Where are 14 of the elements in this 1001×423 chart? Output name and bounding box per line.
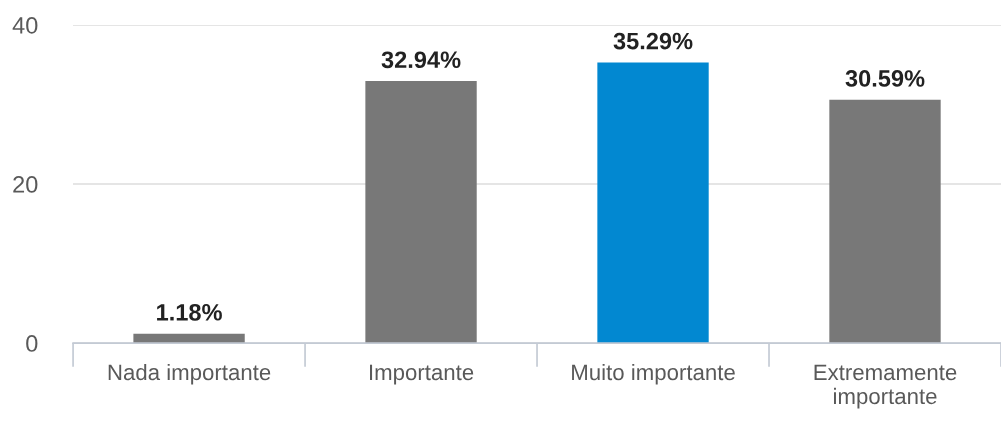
data-label: 30.59% [845, 70, 925, 87]
bar [365, 81, 477, 344]
x-tick-label: Extremamente importante [814, 364, 957, 409]
bar [829, 99, 941, 344]
data-label: 35.29% [613, 32, 693, 50]
data-label: 1.18% [157, 303, 222, 321]
x-tick-label: Muito importante [572, 363, 735, 385]
x-tick-label: Nada importante [108, 363, 271, 385]
y-tick-label: 20 [13, 176, 38, 193]
data-label: 32.94% [381, 51, 461, 69]
y-tick-label: 0 [26, 335, 38, 352]
x-tick-label: Importante [369, 364, 474, 385]
bar [597, 62, 709, 344]
y-tick-label: 40 [12, 17, 38, 34]
